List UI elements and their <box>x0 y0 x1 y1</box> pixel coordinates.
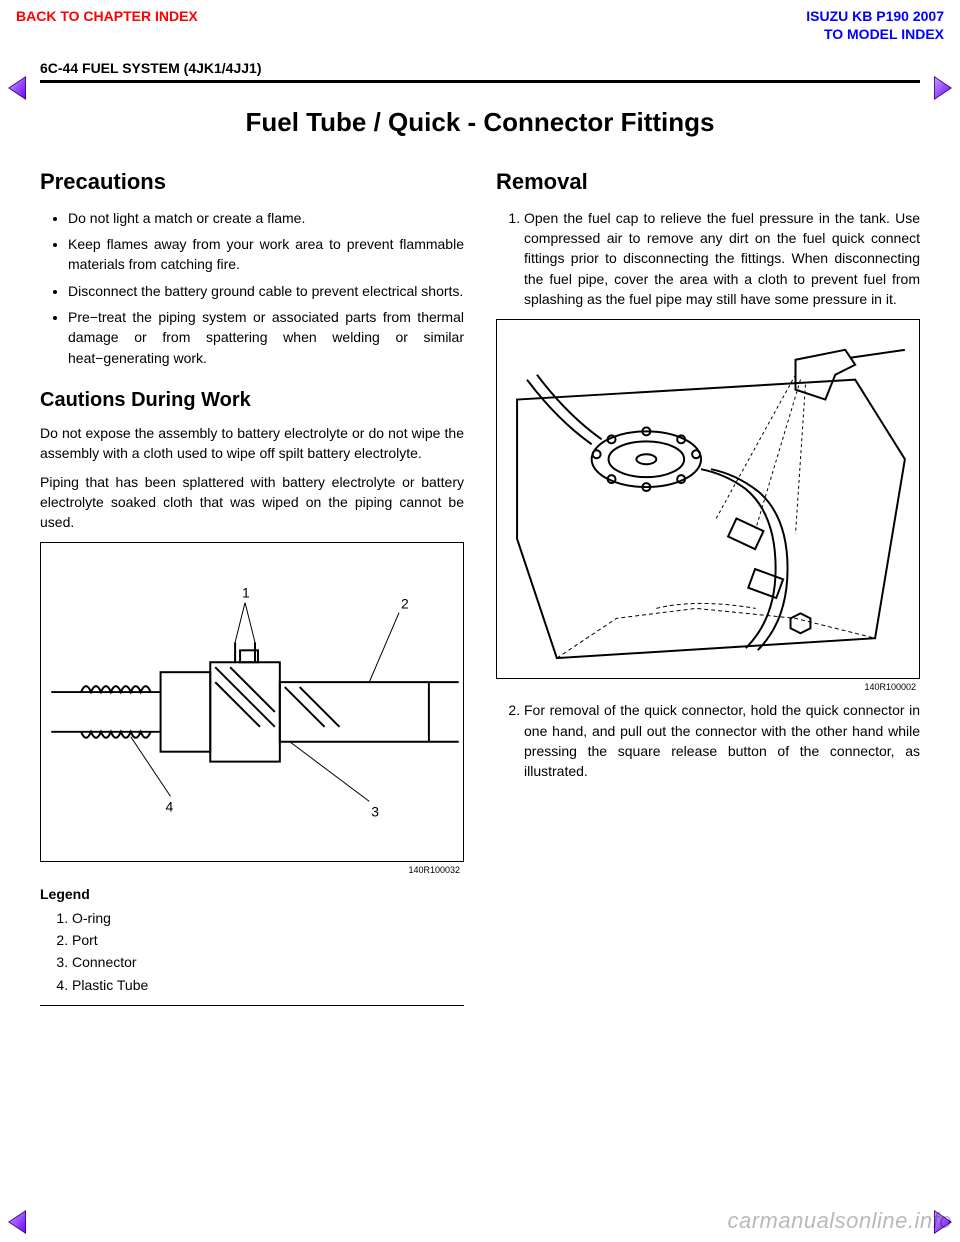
precaution-item: Pre−treat the piping system or associate… <box>68 307 464 368</box>
fig2-id: 140R100002 <box>496 681 920 694</box>
page-header-text: 6C-44 FUEL SYSTEM (4JK1/4JJ1) <box>40 60 262 76</box>
next-page-arrow-icon[interactable] <box>926 74 954 102</box>
model-link-line2[interactable]: TO MODEL INDEX <box>806 26 944 44</box>
prev-page-arrow-icon[interactable] <box>6 74 34 102</box>
fig1-id: 140R100032 <box>40 864 464 877</box>
cautions-para-1: Do not expose the assembly to battery el… <box>40 423 464 464</box>
watermark-text: carmanualsonline.info <box>727 1208 952 1234</box>
removal-heading: Removal <box>496 166 920 198</box>
cautions-heading: Cautions During Work <box>40 386 464 415</box>
fig1-label-4: 4 <box>166 799 174 815</box>
removal-step-1: Open the fuel cap to relieve the fuel pr… <box>524 208 920 309</box>
precaution-item: Do not light a match or create a flame. <box>68 208 464 228</box>
prev-page-arrow-bottom-icon[interactable] <box>6 1208 34 1236</box>
removal-step-2: For removal of the quick connector, hold… <box>524 700 920 781</box>
fig1-label-2: 2 <box>401 596 409 612</box>
legend-item: Port <box>72 930 464 950</box>
page-header-bar: 6C-44 FUEL SYSTEM (4JK1/4JJ1) <box>40 60 920 83</box>
left-column: Precautions Do not light a match or crea… <box>40 166 464 1006</box>
legend-item: Connector <box>72 952 464 972</box>
fuel-tank-top-figure <box>496 319 920 679</box>
connector-cross-section-figure: 1 2 3 4 <box>40 542 464 862</box>
precautions-heading: Precautions <box>40 166 464 198</box>
section-divider <box>40 1005 464 1006</box>
precautions-list: Do not light a match or create a flame. … <box>40 208 464 368</box>
legend-item: O-ring <box>72 908 464 928</box>
precaution-item: Keep flames away from your work area to … <box>68 234 464 275</box>
page-content: 6C-44 FUEL SYSTEM (4JK1/4JJ1) Fuel Tube … <box>40 60 920 1006</box>
removal-steps-bottom: For removal of the quick connector, hold… <box>496 700 920 781</box>
legend-list: O-ring Port Connector Plastic Tube <box>40 908 464 995</box>
model-link-line1[interactable]: ISUZU KB P190 2007 <box>806 8 944 26</box>
legend-heading: Legend <box>40 884 464 904</box>
fig1-label-3: 3 <box>371 804 379 820</box>
fig1-label-1: 1 <box>242 585 250 601</box>
precaution-item: Disconnect the battery ground cable to p… <box>68 281 464 301</box>
back-to-chapter-link[interactable]: BACK TO CHAPTER INDEX <box>16 8 198 24</box>
main-title: Fuel Tube / Quick - Connector Fittings <box>40 107 920 138</box>
cautions-para-2: Piping that has been splattered with bat… <box>40 472 464 533</box>
legend-item: Plastic Tube <box>72 975 464 995</box>
removal-steps-top: Open the fuel cap to relieve the fuel pr… <box>496 208 920 309</box>
right-column: Removal Open the fuel cap to relieve the… <box>496 166 920 1006</box>
